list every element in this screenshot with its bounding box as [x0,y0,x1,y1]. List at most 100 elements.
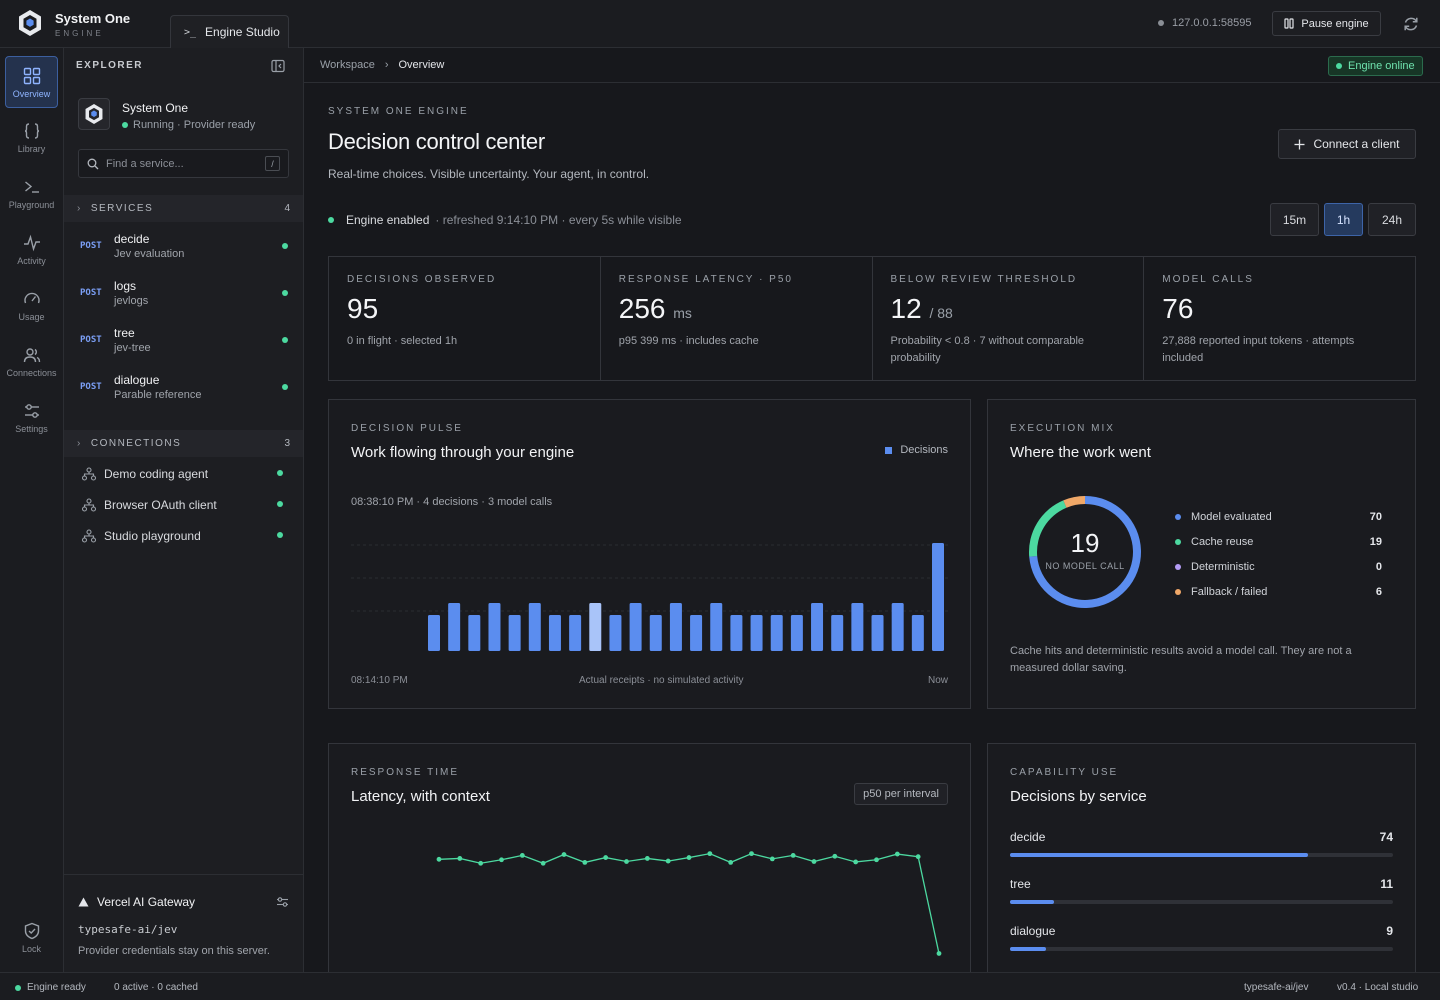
latency-point[interactable] [499,857,504,863]
services-section-header[interactable]: › SERVICES 4 [64,195,303,222]
latency-point[interactable] [936,951,942,956]
rail-item-connections[interactable]: Connections [5,336,58,388]
latency-point[interactable] [665,858,671,864]
latency-point[interactable] [540,860,546,866]
card-title: Where the work went [1010,444,1151,461]
decision-bar[interactable] [730,615,743,651]
latency-point[interactable] [728,859,734,865]
range-15m-button[interactable]: 15m [1270,203,1319,236]
service-item-dialogue[interactable]: POST dialogue Parable reference [64,364,303,410]
decision-bar[interactable] [609,615,622,651]
decision-bar[interactable] [569,615,582,651]
sliders-icon[interactable] [276,896,289,908]
latency-point[interactable] [644,856,650,861]
decision-bar[interactable] [468,615,481,651]
rail-item-library[interactable]: Library [5,112,58,164]
decision-bar[interactable] [629,603,642,651]
capability-use-card: CAPABILITY USE Decisions by service deci… [987,743,1416,972]
decision-bar[interactable] [770,615,783,651]
latency-point[interactable] [811,859,817,864]
latency-point[interactable] [894,851,900,857]
refresh-icon[interactable] [1401,14,1421,34]
capability-row-dialogue[interactable]: dialogue 9 [1010,924,1393,951]
latency-point[interactable] [603,855,609,860]
decision-bar[interactable] [811,603,824,651]
grid-icon [23,67,40,85]
donut-slice[interactable] [1029,500,1067,557]
pause-engine-button[interactable]: Pause engine [1272,11,1381,36]
latency-point[interactable] [686,855,692,860]
decision-bar[interactable] [528,603,541,651]
decision-bar[interactable] [448,603,461,651]
legend-dot [1175,563,1181,570]
collapse-panel-icon[interactable] [271,59,285,73]
service-status-dot [282,243,288,249]
latency-point[interactable] [853,859,859,865]
project-card[interactable]: System One Running · Provider ready [78,98,255,131]
card-title: Latency, with context [351,788,490,805]
decision-bar[interactable] [831,615,844,651]
capability-row-decide[interactable]: decide 74 [1010,830,1393,857]
service-search-input[interactable]: Find a service... / [78,149,289,178]
rail-item-overview[interactable]: Overview [5,56,58,108]
decision-bar[interactable] [589,603,602,651]
service-name: decide [114,232,150,246]
rail-item-lock[interactable]: Lock [5,912,58,964]
latency-line-chart[interactable] [351,844,949,972]
rail-item-activity[interactable]: Activity [5,224,58,276]
decision-bar[interactable] [649,615,662,651]
service-item-decide[interactable]: POST decide Jev evaluation [64,223,303,269]
decision-bar[interactable] [428,615,440,651]
latency-point[interactable] [436,856,442,862]
decision-bar[interactable] [851,603,864,651]
capability-row-head: tree 11 [1010,877,1393,891]
decision-bar[interactable] [871,615,884,651]
decision-bar[interactable] [488,603,501,651]
rail-item-settings[interactable]: Settings [5,392,58,444]
latency-point[interactable] [519,852,525,858]
donut-slice[interactable] [1063,496,1085,508]
latency-point[interactable] [832,853,838,859]
latency-point[interactable] [769,856,775,862]
rail-label: Settings [15,424,48,434]
latency-point[interactable] [561,852,567,857]
service-item-tree[interactable]: POST tree jev-tree [64,317,303,363]
latency-point[interactable] [707,851,713,857]
legend-dot [1175,588,1181,595]
decision-bar[interactable] [891,603,904,651]
latency-point[interactable] [874,857,879,863]
rail-item-playground[interactable]: Playground [5,168,58,220]
capability-row-tree[interactable]: tree 11 [1010,877,1393,904]
decision-bar[interactable] [911,615,924,651]
breadcrumb-root[interactable]: Workspace [320,59,375,71]
range-24h-button[interactable]: 24h [1368,203,1416,236]
latency-point[interactable] [915,854,921,860]
latency-point[interactable] [749,851,754,857]
decision-bar[interactable] [710,603,723,651]
tab-engine-studio[interactable]: >_ Engine Studio [170,15,289,48]
connections-section-header[interactable]: › CONNECTIONS 3 [64,430,303,457]
connection-item-browser-oauth-client[interactable]: Browser OAuth client [64,489,303,520]
connection-item-studio-playground[interactable]: Studio playground [64,520,303,551]
decision-bar[interactable] [548,615,561,651]
decision-bar[interactable] [690,615,703,651]
decision-bar[interactable] [508,615,521,651]
latency-point[interactable] [478,860,484,866]
execution-mix-donut[interactable] [1022,489,1148,615]
rail-item-usage[interactable]: Usage [5,280,58,332]
latency-point[interactable] [582,859,588,865]
connect-client-button[interactable]: Connect a client [1278,129,1416,159]
latency-point[interactable] [457,856,463,861]
latency-point[interactable] [624,859,629,864]
decision-bar[interactable] [669,603,682,651]
stat-decisions-observed: DECISIONS OBSERVED 95 0 in flight · sele… [329,257,601,380]
decision-bar[interactable] [790,615,803,651]
service-item-logs[interactable]: POST logs jevlogs [64,270,303,316]
latency-point[interactable] [790,852,796,858]
decision-pulse-chart[interactable] [351,530,949,655]
connection-item-demo-coding-agent[interactable]: Demo coding agent [64,458,303,489]
top-bar: System One ENGINE >_ Engine Studio 127.0… [0,0,1440,48]
decision-bar[interactable] [932,543,944,651]
decision-bar[interactable] [750,615,763,651]
range-1h-button[interactable]: 1h [1324,203,1363,236]
